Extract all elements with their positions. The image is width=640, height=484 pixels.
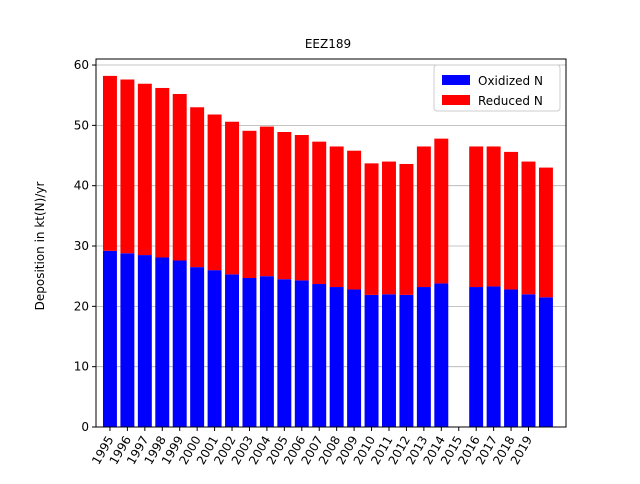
bar-segment: [521, 294, 536, 427]
bar-segment: [259, 276, 274, 427]
plot-frame: [95, 58, 567, 428]
y-axis-label: Deposition in kt(N)/yr: [33, 182, 47, 311]
y-tick-label: 0: [81, 420, 89, 434]
bar-segment: [172, 260, 187, 427]
bar-segment: [486, 146, 501, 287]
y-tick-label: 20: [74, 299, 89, 313]
bar-segment: [155, 87, 170, 258]
bar-segment: [155, 257, 170, 427]
bar-segment: [486, 286, 501, 427]
bar-segment: [207, 270, 222, 427]
bar-segment: [242, 130, 257, 278]
bar-segment: [172, 93, 187, 261]
bar-segment: [277, 279, 292, 427]
bar-segment: [312, 141, 327, 285]
bar-segment: [190, 267, 205, 427]
bar-segment: [207, 114, 222, 271]
bar-segment: [469, 287, 484, 427]
bar-segment: [416, 287, 431, 427]
bar-segment: [120, 253, 135, 427]
legend-swatch: [442, 75, 470, 85]
legend-swatch: [442, 95, 470, 105]
bar-segment: [277, 131, 292, 280]
y-tick-label: 10: [74, 360, 89, 374]
bar-segment: [399, 163, 414, 295]
bar-segment: [347, 289, 362, 427]
y-tick-label: 50: [74, 118, 89, 132]
bar-segment: [190, 107, 205, 268]
legend-label: Reduced N: [478, 94, 543, 108]
bar-segment: [102, 75, 117, 251]
bar-segment: [434, 283, 449, 427]
bar-segment: [521, 161, 536, 295]
bar-segment: [382, 161, 396, 295]
bar-segment: [364, 294, 379, 427]
bar-segment: [329, 146, 344, 288]
bar-segment: [329, 287, 344, 427]
bar-segment: [294, 135, 309, 281]
bar-segment: [538, 297, 553, 427]
bar-segment: [434, 138, 449, 284]
bar-segment: [364, 163, 379, 295]
bar-segment: [137, 83, 152, 256]
bar-segment: [137, 255, 152, 427]
bar-segment: [504, 151, 519, 290]
y-tick-label: 30: [74, 239, 89, 253]
bar-segment: [538, 167, 553, 298]
chart-title: EEZ189: [305, 37, 351, 51]
bar-segment: [102, 250, 117, 427]
bar-segment: [120, 79, 135, 254]
bar-segment: [504, 289, 519, 427]
bar-segment: [347, 150, 362, 290]
bar-segment: [399, 294, 414, 427]
bar-segment: [259, 126, 274, 277]
legend-label: Oxidized N: [478, 74, 543, 88]
bar-segment: [312, 284, 327, 427]
y-tick-label: 40: [74, 179, 89, 193]
y-tick-label: 60: [74, 58, 89, 72]
bar-segment: [225, 121, 240, 275]
bar-segment: [469, 146, 484, 288]
bar-segment: [242, 277, 257, 427]
bar-segment: [294, 280, 309, 427]
bar-segment: [416, 146, 431, 288]
bar-segment: [382, 294, 396, 427]
bar-segment: [225, 274, 240, 427]
